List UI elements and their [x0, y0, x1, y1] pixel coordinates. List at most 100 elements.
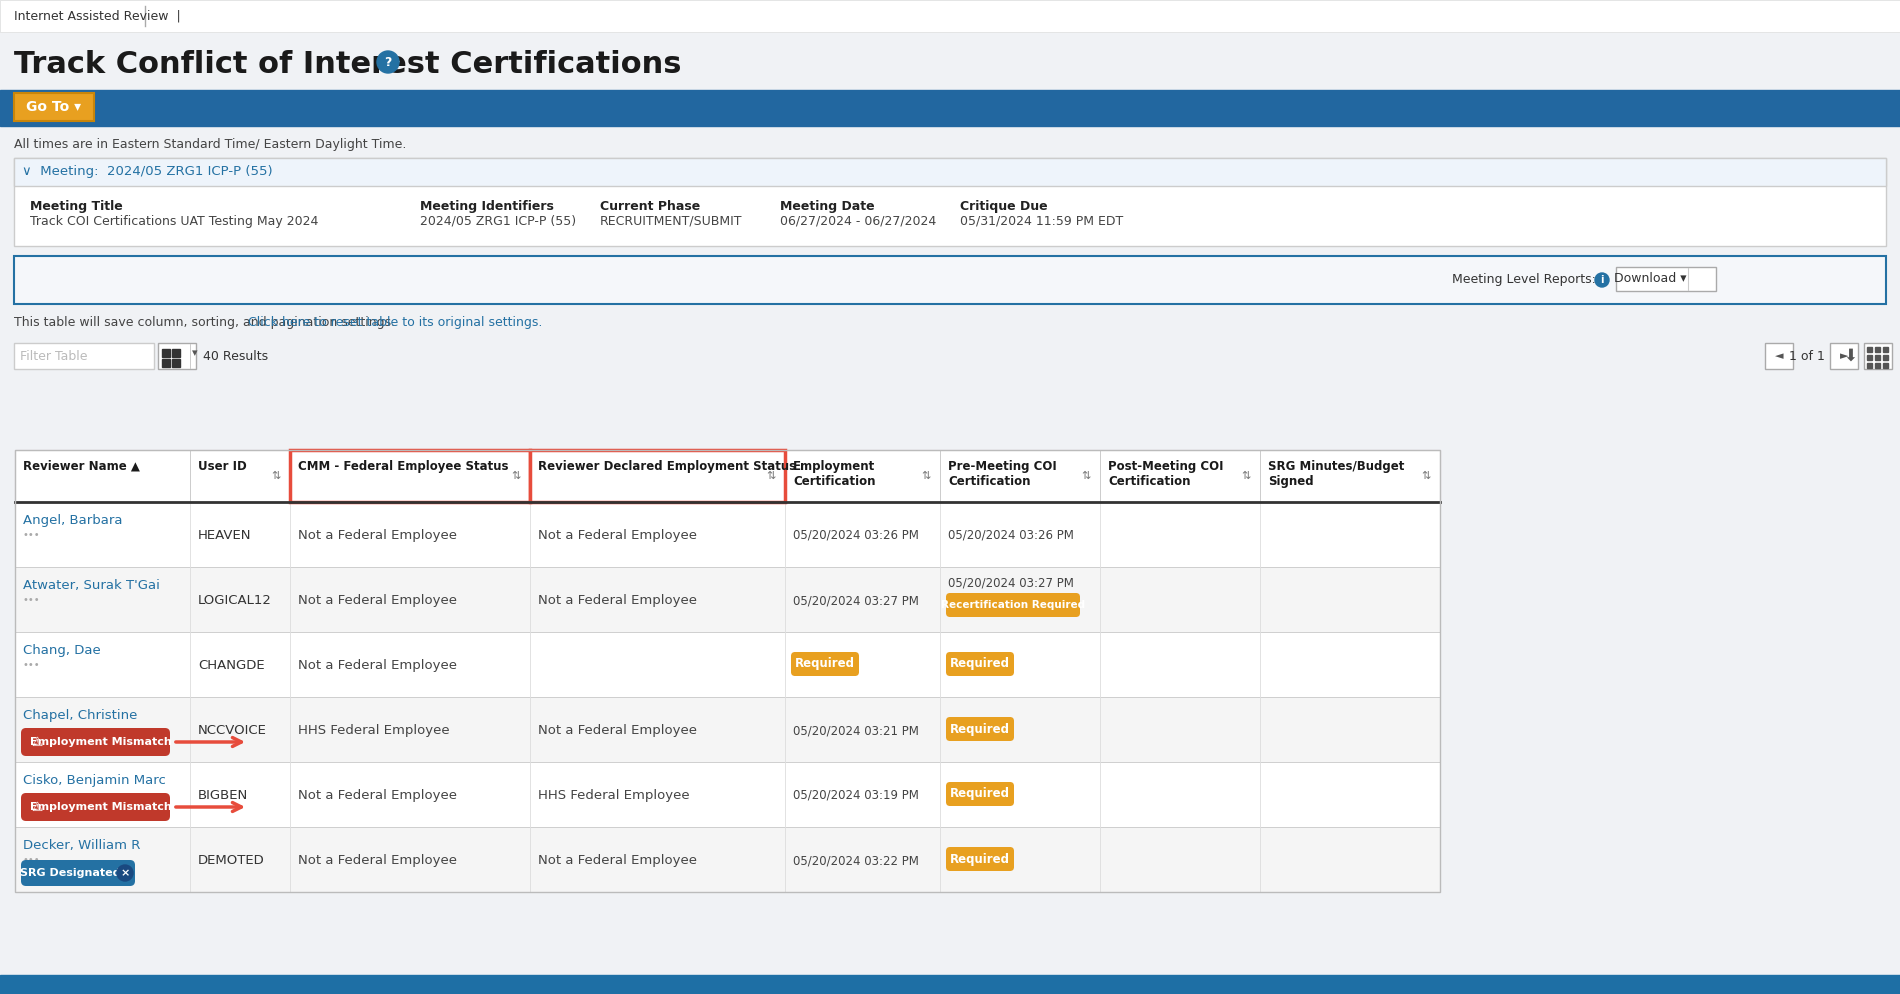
Text: ⚠: ⚠ — [32, 800, 42, 813]
Bar — [1868, 347, 1872, 352]
Text: Not a Federal Employee: Not a Federal Employee — [298, 854, 458, 867]
Bar — [1883, 347, 1889, 352]
Text: Cisko, Benjamin Marc: Cisko, Benjamin Marc — [23, 774, 165, 787]
Text: ⇅: ⇅ — [1241, 471, 1250, 481]
Text: Required: Required — [950, 723, 1011, 736]
Bar — [15, 567, 1440, 632]
Bar — [13, 158, 1887, 186]
Text: 05/31/2024 11:59 PM EDT: 05/31/2024 11:59 PM EDT — [960, 215, 1123, 228]
Text: Angel, Barbara: Angel, Barbara — [23, 514, 122, 527]
Text: Reviewer Declared Employment Status: Reviewer Declared Employment Status — [538, 460, 796, 473]
Text: ⇅: ⇅ — [922, 471, 931, 481]
Text: ◄: ◄ — [1775, 351, 1784, 361]
FancyBboxPatch shape — [946, 652, 1015, 676]
Text: 2024/05 ZRG1 ICP-P (55): 2024/05 ZRG1 ICP-P (55) — [420, 215, 576, 228]
Bar — [173, 359, 180, 367]
Text: HHS Federal Employee: HHS Federal Employee — [298, 724, 450, 737]
Text: BIGBEN: BIGBEN — [198, 789, 249, 802]
Bar — [0, 0, 1900, 32]
Bar — [1830, 343, 1858, 369]
Text: Required: Required — [950, 853, 1011, 866]
FancyBboxPatch shape — [21, 728, 169, 756]
Bar — [158, 343, 196, 369]
Text: Meeting Level Reports:: Meeting Level Reports: — [1452, 273, 1596, 286]
Text: Chapel, Christine: Chapel, Christine — [23, 709, 137, 722]
Text: 05/20/2024 03:22 PM: 05/20/2024 03:22 PM — [792, 854, 920, 867]
Bar — [162, 359, 169, 367]
Text: Internet Assisted Review  |: Internet Assisted Review | — [13, 10, 180, 23]
Bar — [13, 158, 1887, 246]
Text: ⇅: ⇅ — [272, 471, 281, 481]
Text: CMM - Federal Employee Status: CMM - Federal Employee Status — [298, 460, 509, 473]
FancyBboxPatch shape — [946, 593, 1079, 617]
Circle shape — [376, 51, 399, 73]
Text: CHANGDE: CHANGDE — [198, 659, 264, 672]
Bar — [13, 256, 1887, 304]
Text: LOGICAL12: LOGICAL12 — [198, 594, 272, 607]
Text: 05/20/2024 03:21 PM: 05/20/2024 03:21 PM — [792, 724, 920, 737]
Bar — [15, 502, 1440, 567]
Text: Employment Mismatch: Employment Mismatch — [30, 737, 171, 747]
Text: 1 of 1: 1 of 1 — [1790, 350, 1824, 363]
Text: ⬇: ⬇ — [1843, 347, 1856, 365]
Text: Recertification Required: Recertification Required — [940, 600, 1085, 610]
Bar — [0, 975, 1900, 994]
Text: User ID: User ID — [198, 460, 247, 473]
Text: 06/27/2024 - 06/27/2024: 06/27/2024 - 06/27/2024 — [781, 215, 937, 228]
FancyBboxPatch shape — [21, 860, 135, 886]
Bar — [162, 349, 169, 357]
Text: •••: ••• — [23, 725, 40, 735]
Text: Not a Federal Employee: Not a Federal Employee — [298, 789, 458, 802]
Bar — [1765, 343, 1794, 369]
Text: ∨  Meeting:  2024/05 ZRG1 ICP-P (55): ∨ Meeting: 2024/05 ZRG1 ICP-P (55) — [23, 165, 272, 179]
Text: ⚠: ⚠ — [32, 736, 42, 748]
Text: ►: ► — [1839, 351, 1849, 361]
Text: Pre-Meeting COI
Certification: Pre-Meeting COI Certification — [948, 460, 1056, 488]
Text: ⇅: ⇅ — [1421, 471, 1431, 481]
Text: Employment
Certification: Employment Certification — [792, 460, 876, 488]
Text: Click here to reset table to its original settings.: Click here to reset table to its origina… — [249, 316, 542, 329]
Text: Track Conflict of Interest Certifications: Track Conflict of Interest Certification… — [13, 50, 682, 79]
Bar — [1617, 267, 1716, 291]
Text: 40 Results: 40 Results — [203, 350, 268, 363]
Text: Decker, William R: Decker, William R — [23, 839, 141, 852]
Text: RECRUITMENT/SUBMIT: RECRUITMENT/SUBMIT — [600, 215, 743, 228]
Text: HHS Federal Employee: HHS Federal Employee — [538, 789, 690, 802]
FancyBboxPatch shape — [946, 847, 1015, 871]
Bar — [15, 762, 1440, 827]
Text: ?: ? — [384, 56, 391, 69]
Text: Not a Federal Employee: Not a Federal Employee — [538, 854, 697, 867]
Text: 05/20/2024 03:27 PM: 05/20/2024 03:27 PM — [792, 594, 920, 607]
Bar — [1875, 355, 1879, 360]
Text: HEAVEN: HEAVEN — [198, 529, 251, 542]
Text: i: i — [1600, 275, 1604, 285]
Text: 05/20/2024 03:27 PM: 05/20/2024 03:27 PM — [948, 577, 1074, 590]
Bar — [15, 450, 1440, 892]
Text: Employment Mismatch: Employment Mismatch — [30, 802, 171, 812]
Bar — [15, 632, 1440, 697]
Text: Not a Federal Employee: Not a Federal Employee — [538, 724, 697, 737]
Text: Not a Federal Employee: Not a Federal Employee — [298, 659, 458, 672]
Text: ×: × — [120, 868, 129, 878]
Bar — [15, 450, 1440, 502]
Text: 05/20/2024 03:26 PM: 05/20/2024 03:26 PM — [948, 529, 1074, 542]
Text: ⇅: ⇅ — [766, 471, 775, 481]
Text: •••: ••• — [23, 660, 40, 670]
Text: Track COI Certifications UAT Testing May 2024: Track COI Certifications UAT Testing May… — [30, 215, 319, 228]
Text: Filter Table: Filter Table — [21, 350, 87, 363]
Text: Not a Federal Employee: Not a Federal Employee — [298, 529, 458, 542]
Bar — [13, 343, 154, 369]
FancyBboxPatch shape — [790, 652, 859, 676]
Bar — [0, 90, 1900, 126]
Bar — [1864, 343, 1892, 369]
Text: ▾: ▾ — [192, 348, 198, 358]
Text: Required: Required — [950, 657, 1011, 671]
Text: •••: ••• — [23, 855, 40, 865]
Text: Chang, Dae: Chang, Dae — [23, 644, 101, 657]
Text: Meeting Title: Meeting Title — [30, 200, 124, 213]
Text: Reviewer Name ▲: Reviewer Name ▲ — [23, 460, 141, 473]
Circle shape — [118, 865, 133, 881]
Bar — [1875, 363, 1879, 368]
Text: ⇅: ⇅ — [1081, 471, 1091, 481]
Bar — [1868, 355, 1872, 360]
